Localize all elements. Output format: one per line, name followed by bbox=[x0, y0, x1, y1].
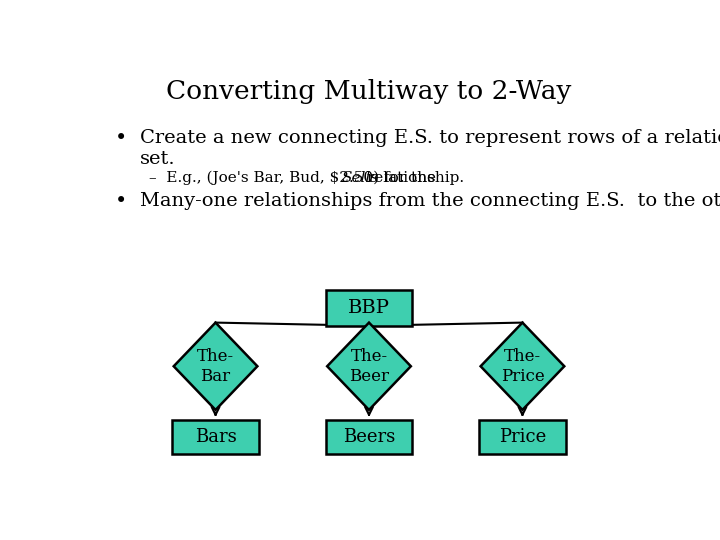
Text: set.: set. bbox=[140, 150, 176, 168]
Text: Price: Price bbox=[499, 428, 546, 446]
Text: The-
Bar: The- Bar bbox=[197, 348, 234, 384]
Text: Many-one relationships from the connecting E.S.  to the others.: Many-one relationships from the connecti… bbox=[140, 192, 720, 210]
Polygon shape bbox=[481, 322, 564, 410]
Text: Create a new connecting E.S. to represent rows of a relationship: Create a new connecting E.S. to represen… bbox=[140, 129, 720, 147]
Text: •: • bbox=[115, 192, 127, 211]
Text: Converting Multiway to 2-Way: Converting Multiway to 2-Way bbox=[166, 79, 572, 104]
Text: Beers: Beers bbox=[343, 428, 395, 446]
Text: •: • bbox=[115, 129, 127, 149]
Polygon shape bbox=[174, 322, 258, 410]
Text: relationship.: relationship. bbox=[362, 171, 464, 185]
FancyBboxPatch shape bbox=[480, 420, 566, 454]
FancyBboxPatch shape bbox=[325, 420, 413, 454]
Text: BBP: BBP bbox=[348, 299, 390, 317]
Text: Bars: Bars bbox=[194, 428, 236, 446]
Text: –  E.g., (Joe's Bar, Bud, $2.50) for the: – E.g., (Joe's Bar, Bud, $2.50) for the bbox=[148, 171, 441, 185]
FancyBboxPatch shape bbox=[172, 420, 258, 454]
Polygon shape bbox=[327, 322, 411, 410]
Text: The-
Beer: The- Beer bbox=[349, 348, 389, 384]
FancyBboxPatch shape bbox=[325, 291, 413, 326]
Text: Sells: Sells bbox=[341, 171, 378, 185]
Text: The-
Price: The- Price bbox=[500, 348, 544, 384]
